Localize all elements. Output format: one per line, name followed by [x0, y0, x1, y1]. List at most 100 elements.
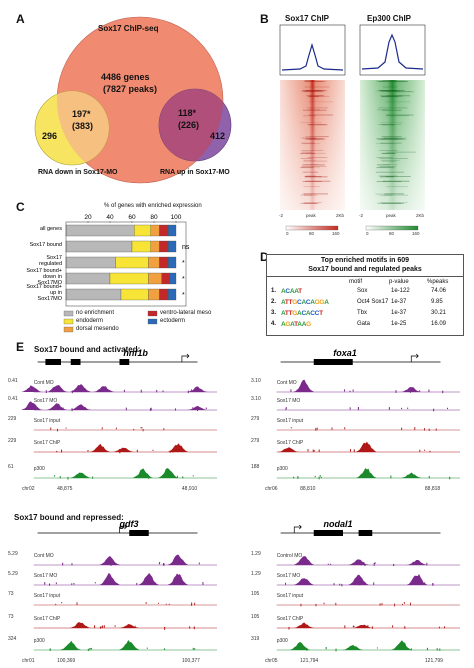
venn-center-genes: 4486 genes [101, 72, 150, 82]
motif-percent: 16.09 [431, 321, 447, 327]
track-scale: 105 [251, 614, 260, 620]
chart-title: % of genes with enriched expression [104, 203, 202, 209]
signal-noise [169, 450, 171, 453]
signal-noise [146, 647, 148, 649]
signal-noise [65, 427, 67, 429]
signal-noise [191, 602, 193, 606]
signal-noise [312, 449, 314, 452]
signal-noise [194, 602, 196, 606]
signal-noise [376, 647, 378, 649]
track-name: Sox17 MO [33, 573, 58, 579]
track-scale: 61 [8, 464, 14, 470]
signal-noise [325, 647, 327, 650]
coord-start: 88,810 [300, 486, 316, 492]
signal-peak [119, 623, 140, 628]
legend-endoderm: endoderm [76, 318, 104, 324]
motif-pvalue: 1e-37 [391, 299, 407, 305]
motif-percent: 30.21 [431, 310, 447, 316]
venn-right-overlap-peaks: (226) [178, 120, 200, 130]
signal-peak [99, 572, 120, 585]
signal-noise [438, 626, 440, 629]
panel-c-letter: C [16, 200, 25, 214]
signal-noise [110, 563, 112, 566]
track-scale: 229 [8, 438, 17, 444]
coord-end: 48,910 [181, 486, 198, 492]
motif-percent: 9.85 [431, 299, 443, 305]
bar-segment [169, 272, 177, 285]
signal-peak [47, 385, 68, 392]
motif-title-line1: Top enriched motifs in 609 [320, 257, 410, 264]
motif-name: Gata [357, 321, 371, 327]
signal-noise [318, 476, 320, 480]
track-scale: 0.41 [8, 396, 18, 402]
signal-noise [390, 475, 392, 479]
signal-noise [59, 476, 61, 479]
bar-legend [63, 310, 158, 333]
signal-noise [94, 625, 96, 629]
signal-noise [57, 428, 59, 432]
motif-name: Sox [357, 288, 368, 294]
panel-d-letter: D [260, 250, 269, 264]
track-scale: 1.29 [251, 551, 261, 557]
signal-noise [353, 449, 355, 453]
x-tick-label: 80 [150, 214, 158, 221]
track-name: Sox17 ChIP [276, 616, 304, 622]
sox17-heatmap-fade [280, 80, 345, 210]
track-name: Sox17 input [276, 418, 304, 424]
venn-title: Sox17 ChIP-seq [98, 24, 159, 33]
tss-arrow-icon [181, 353, 190, 362]
bar-segment [168, 224, 177, 237]
motif-pvalue: 1e-37 [391, 310, 407, 316]
signal-noise [162, 563, 164, 566]
signal-noise [335, 648, 337, 652]
signal-noise [344, 625, 346, 629]
signal-peak [47, 403, 68, 410]
signal-noise [71, 390, 73, 394]
signal-noise [51, 407, 53, 411]
signal-noise [145, 602, 147, 604]
category-label: down in [43, 274, 62, 280]
signal-noise [300, 582, 302, 586]
signal-noise [335, 602, 337, 606]
signal-noise [75, 475, 77, 477]
signal-noise [136, 582, 138, 586]
motif-logo: AGATAAG [281, 321, 311, 328]
panel-b-letter: B [260, 12, 269, 26]
tss-arrow-icon [119, 524, 127, 533]
motif-pvalue: 1e-122 [391, 288, 410, 294]
x-tick-label: 40 [106, 214, 114, 221]
motif-header-peaks: %peaks [427, 279, 449, 285]
signal-peak [70, 384, 91, 392]
signal-noise [352, 625, 354, 628]
ep300-scale-160: 160 [412, 231, 420, 236]
track-name: Cont MO [276, 380, 297, 386]
signal-noise [103, 625, 105, 629]
signal-peak [391, 640, 412, 650]
signal-noise [99, 626, 101, 629]
signal-noise [67, 476, 69, 480]
signal-noise [101, 427, 103, 430]
track-scale: 73 [8, 591, 14, 597]
signal-noise [172, 450, 174, 453]
sox17-x-peak: peak [306, 213, 316, 218]
signal-noise [373, 562, 375, 566]
signal-noise [136, 449, 138, 453]
gene-exon [358, 530, 373, 536]
signal-noise [294, 647, 296, 650]
panel-e-letter: E [16, 340, 25, 354]
legend-swatch-ventro-lateral-meso [147, 310, 158, 317]
signal-noise [429, 450, 431, 453]
signal-noise [114, 625, 116, 627]
heatmap-sox17-title: Sox17 ChIP [285, 14, 330, 23]
signal-noise [296, 389, 298, 392]
signal-noise [428, 389, 430, 393]
ep300-profile-box [359, 24, 426, 76]
track-scale: 73 [8, 614, 14, 620]
signal-noise [50, 427, 52, 430]
signal-noise [371, 626, 373, 629]
signal-noise [100, 626, 102, 628]
track-name: Sox17 MO [33, 398, 58, 404]
legend-swatch-dorsal-mesendo [63, 326, 74, 333]
track-scale: 188 [251, 464, 260, 470]
signal-noise [44, 582, 46, 585]
